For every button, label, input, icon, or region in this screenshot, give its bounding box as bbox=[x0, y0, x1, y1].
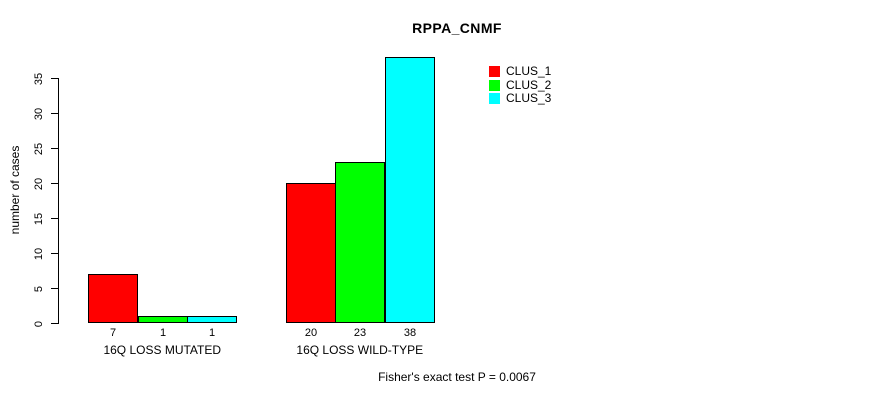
category-label: 16Q LOSS MUTATED bbox=[103, 343, 222, 357]
chart-title: RPPA_CNMF bbox=[412, 20, 502, 36]
bar-clus_3-group2 bbox=[385, 57, 435, 323]
legend-label: CLUS_1 bbox=[506, 64, 552, 78]
bar-value-label: 20 bbox=[304, 327, 318, 339]
bar-clus_3-group1 bbox=[187, 316, 237, 323]
bar-clus_1-group2 bbox=[286, 183, 336, 323]
y-tick-label: 30 bbox=[33, 107, 45, 120]
legend-label: CLUS_3 bbox=[506, 91, 552, 105]
bar-clus_1-group1 bbox=[88, 274, 138, 323]
legend-item-clus_3: CLUS_3 bbox=[489, 91, 552, 106]
y-axis-line bbox=[58, 78, 59, 324]
legend-swatch-icon bbox=[489, 79, 500, 91]
y-tick-mark bbox=[51, 78, 58, 79]
bar-value-label: 1 bbox=[208, 327, 216, 339]
category-label: 16Q LOSS WILD-TYPE bbox=[296, 343, 424, 357]
legend-item-clus_2: CLUS_2 bbox=[489, 77, 552, 93]
legend-label: CLUS_2 bbox=[506, 77, 552, 92]
y-axis-title: number of cases bbox=[8, 145, 22, 235]
y-tick-mark bbox=[51, 253, 58, 254]
bar-clus_2-group1 bbox=[138, 316, 188, 323]
y-tick-mark bbox=[51, 113, 58, 114]
bar-value-label: 7 bbox=[109, 327, 117, 339]
legend-swatch-icon bbox=[489, 93, 500, 105]
y-tick-mark bbox=[51, 148, 58, 149]
y-tick-mark bbox=[51, 183, 58, 184]
y-tick-label: 20 bbox=[33, 177, 45, 190]
y-tick-mark bbox=[51, 218, 58, 219]
y-tick-mark bbox=[51, 323, 58, 324]
bar-value-label: 23 bbox=[353, 327, 367, 339]
y-tick-label: 15 bbox=[33, 212, 45, 225]
fisher-test-caption: Fisher's exact test P = 0.0067 bbox=[378, 370, 536, 384]
bar-clus_2-group2 bbox=[335, 162, 385, 323]
bar-value-label: 38 bbox=[403, 327, 417, 339]
y-tick-label: 10 bbox=[33, 247, 45, 260]
legend-swatch-icon bbox=[489, 66, 500, 78]
y-tick-label: 5 bbox=[33, 285, 45, 292]
y-tick-mark bbox=[51, 288, 58, 289]
bar-value-label: 1 bbox=[159, 327, 167, 339]
y-tick-label: 35 bbox=[33, 72, 45, 85]
legend: CLUS_1 CLUS_2 CLUS_3 bbox=[489, 64, 552, 106]
y-tick-label: 25 bbox=[33, 142, 45, 155]
y-tick-label: 0 bbox=[33, 320, 45, 327]
legend-item-clus_1: CLUS_1 bbox=[489, 64, 552, 79]
